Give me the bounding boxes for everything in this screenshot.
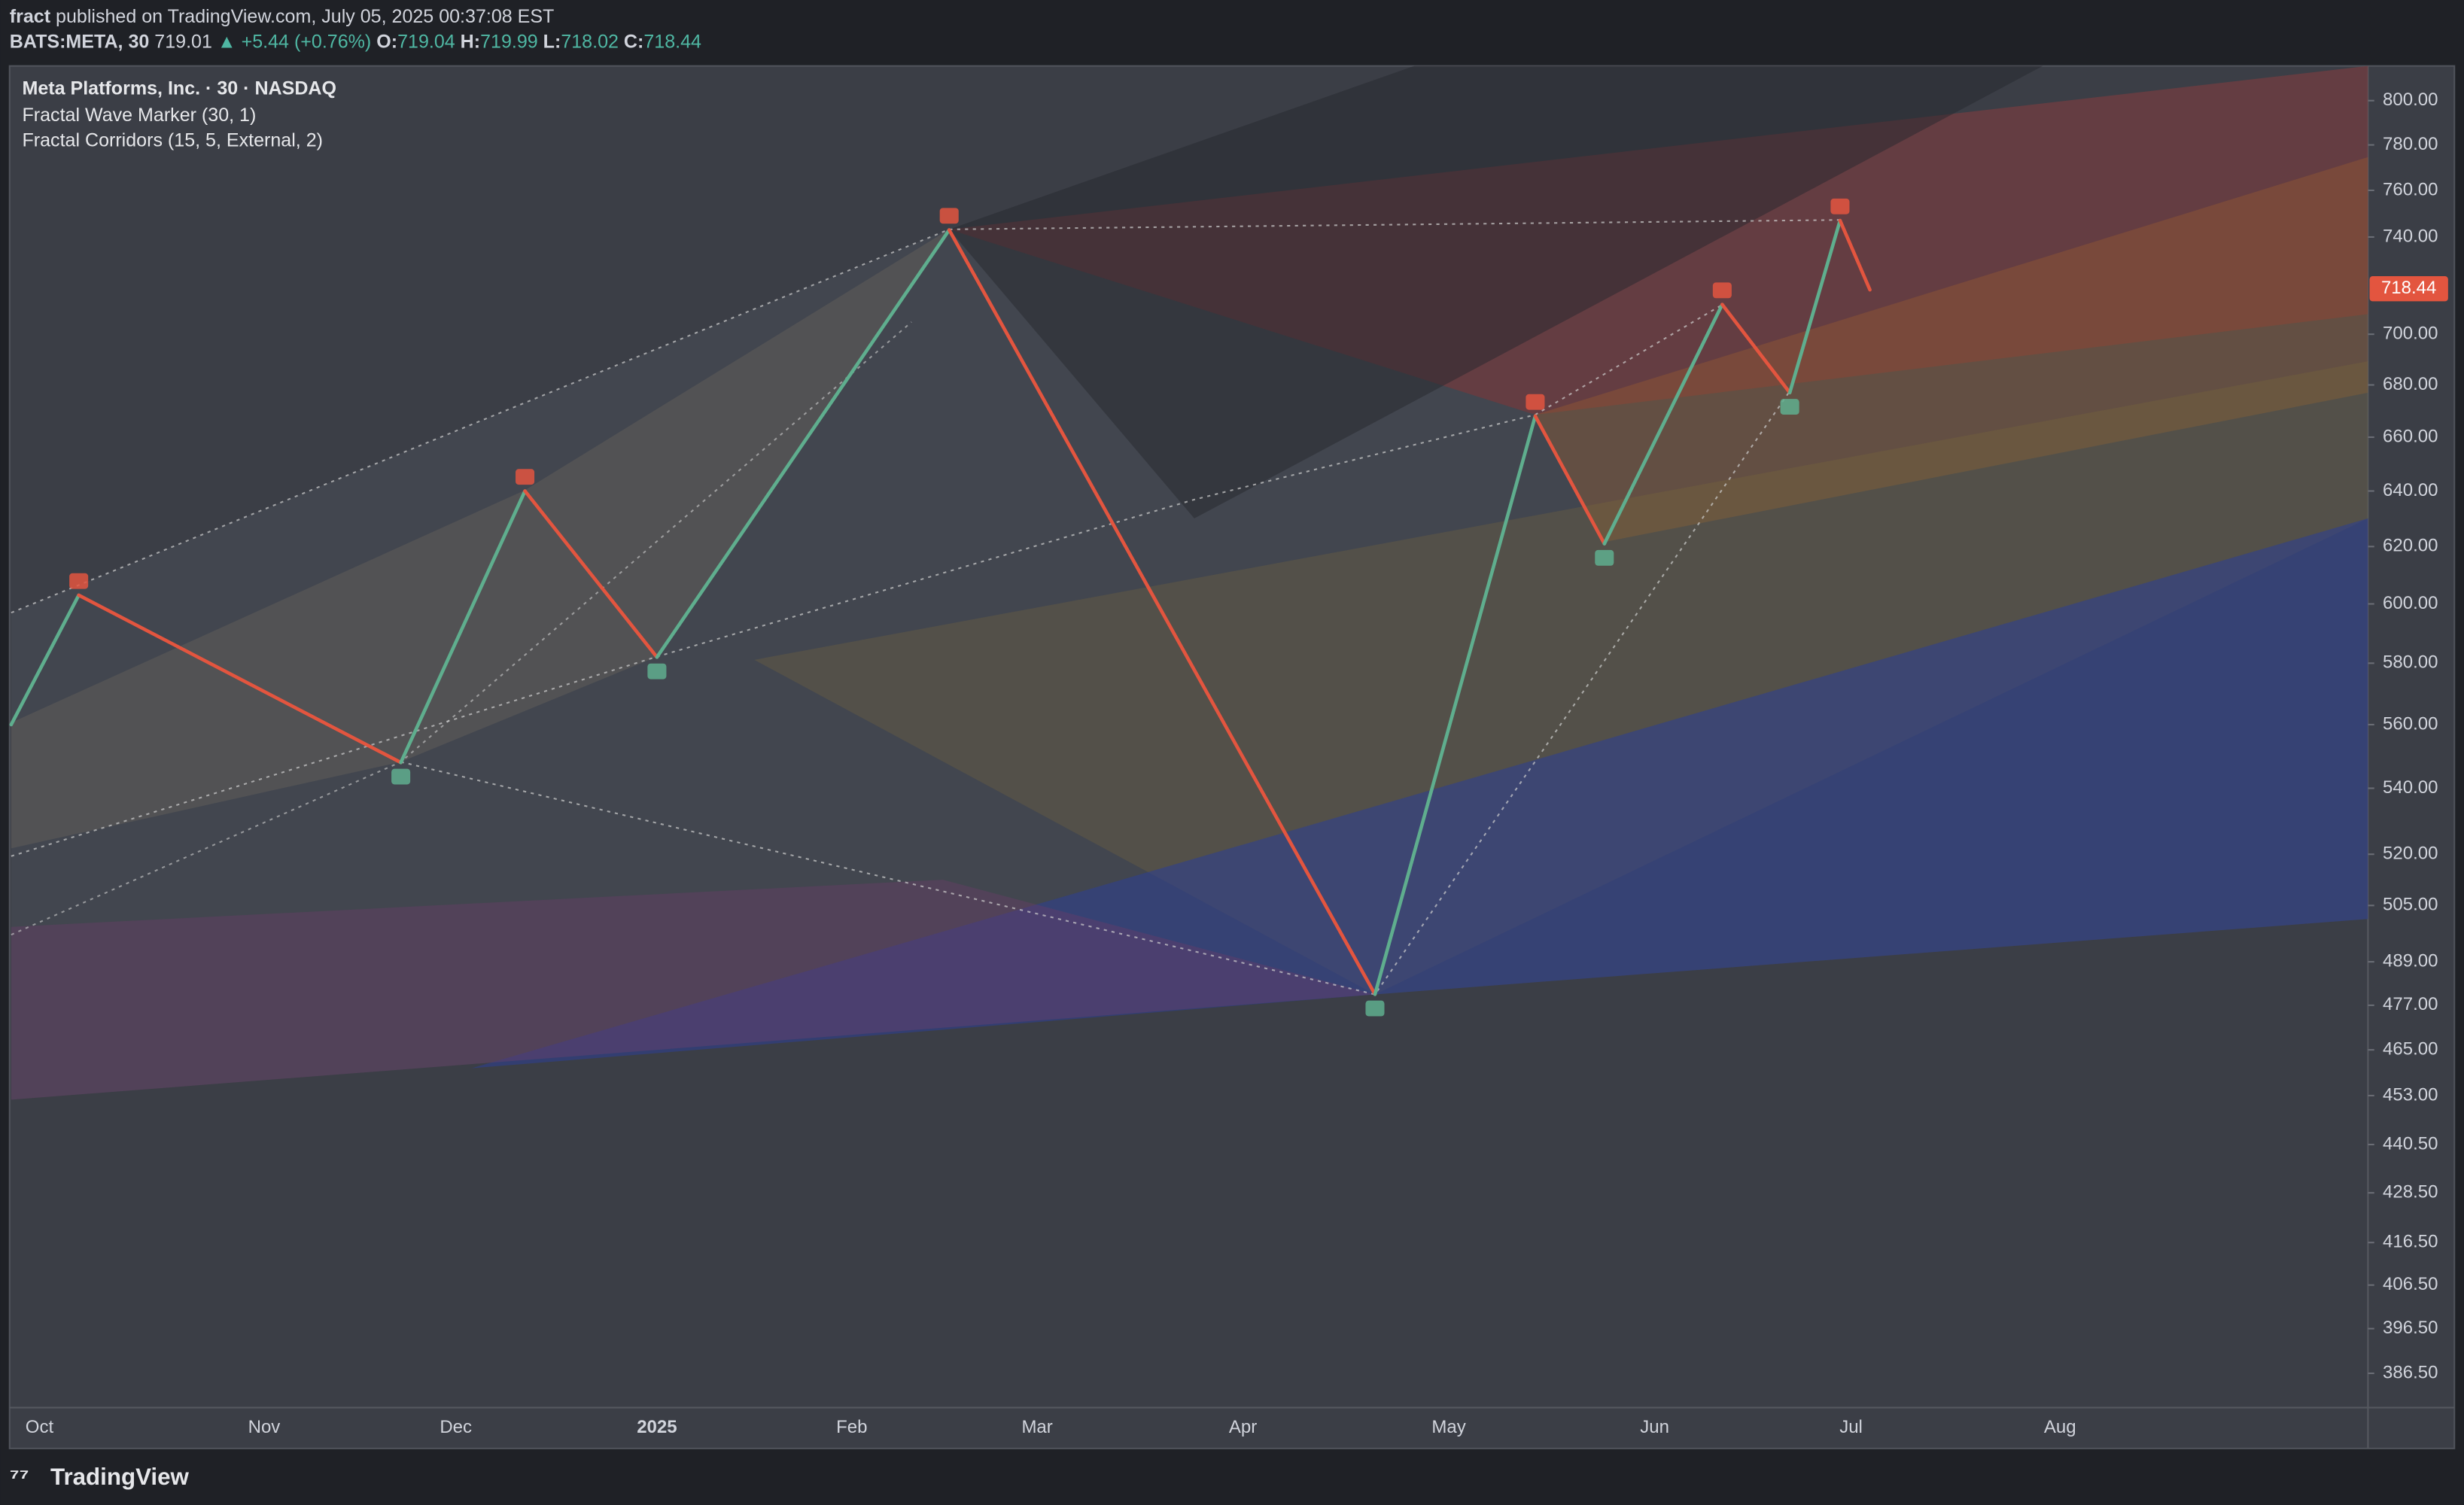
- open: 719.04: [397, 31, 455, 52]
- wave-segment: [947, 228, 1377, 996]
- y-tick-label: 428.50: [2383, 1182, 2438, 1202]
- x-tick-label: Dec: [440, 1417, 472, 1437]
- y-tick-label: 453.00: [2383, 1084, 2438, 1105]
- y-tick-label: 780.00: [2383, 134, 2438, 154]
- x-tick-label: Oct: [26, 1417, 54, 1437]
- last-price-label: 718.44: [2381, 278, 2436, 298]
- pivot-high-marker: [1830, 198, 1850, 214]
- logo[interactable]: ⁷⁷ TradingView: [10, 1464, 190, 1490]
- pivot-low-marker: [391, 768, 411, 785]
- y-tick-label: 640.00: [2383, 480, 2438, 500]
- close-label: C:: [624, 31, 643, 52]
- pivot-low-marker: [1780, 399, 1799, 415]
- wave-segment: [1373, 414, 1538, 996]
- header-line: fract published on TradingView.com, July…: [10, 6, 555, 27]
- wave-segment: [655, 228, 951, 659]
- corridor-band: [11, 229, 950, 849]
- y-tick-label: 800.00: [2383, 90, 2438, 110]
- y-tick-label: 660.00: [2383, 426, 2438, 446]
- pivot-low-marker: [1365, 1000, 1385, 1017]
- plot: [9, 198, 1872, 1017]
- wave-segment: [1787, 218, 1842, 395]
- pivot-high-marker: [1526, 394, 1545, 410]
- x-tick-label: 2025: [637, 1417, 677, 1437]
- corridor-band: [11, 880, 1375, 1100]
- low-label: L:: [543, 31, 561, 52]
- wave-segment: [1533, 414, 1607, 546]
- published: published on TradingView.com, July 05, 2…: [56, 6, 554, 27]
- x-tick-label: Jul: [1839, 1417, 1863, 1437]
- y-tick-label: 560.00: [2383, 713, 2438, 734]
- y-tick-label: 540.00: [2383, 777, 2438, 798]
- y-tick-label: 680.00: [2383, 374, 2438, 394]
- y-tick-label: 620.00: [2383, 536, 2438, 556]
- y-tick-label: 760.00: [2383, 179, 2438, 199]
- y-tick-label: 465.00: [2383, 1038, 2438, 1059]
- legend-title[interactable]: Meta Platforms, Inc. · 30 · NASDAQ: [22, 78, 336, 99]
- y-tick-label: 386.50: [2383, 1362, 2438, 1382]
- wave-segment: [9, 593, 81, 727]
- x-tick-label: Aug: [2044, 1417, 2076, 1437]
- logo-mark: ⁷⁷: [10, 1464, 29, 1490]
- wave-segment: [1602, 303, 1724, 546]
- pivot-low-marker: [1595, 549, 1614, 566]
- y-tick-label: 700.00: [2383, 324, 2438, 344]
- y-tick-label: 406.50: [2383, 1274, 2438, 1294]
- y-tick-label: 489.00: [2383, 950, 2438, 971]
- pivot-high-marker: [1712, 282, 1732, 299]
- y-tick-label: 477.00: [2383, 994, 2438, 1014]
- wave-segment: [399, 489, 527, 765]
- legend-indicator[interactable]: Fractal Corridors (15, 5, External, 2): [22, 130, 323, 151]
- wave-segment: [1838, 218, 1872, 292]
- pivot-low-marker: [647, 663, 667, 680]
- y-tick-label: 520.00: [2383, 844, 2438, 864]
- y-tick-label: 505.00: [2383, 895, 2438, 915]
- corridors: [11, 65, 2368, 1100]
- corridor-band: [471, 518, 2368, 1069]
- high-label: H:: [461, 31, 480, 52]
- open-label: O:: [376, 31, 397, 52]
- quote-line: BATS:META, 30 719.01 ▲ +5.44 (+0.76%) O:…: [10, 31, 701, 52]
- corridor-band: [949, 65, 2043, 518]
- y-tick-label: 440.50: [2383, 1133, 2438, 1154]
- low: 718.02: [561, 31, 619, 52]
- high: 719.99: [480, 31, 538, 52]
- corridor-band: [754, 361, 2368, 995]
- x-tick-label: Feb: [836, 1417, 867, 1437]
- author: fract: [10, 6, 51, 27]
- corridor-band: [1535, 157, 2368, 543]
- x-tick-label: Mar: [1021, 1417, 1052, 1437]
- x-tick-label: May: [1431, 1417, 1465, 1437]
- last-price-tag: [2369, 276, 2448, 302]
- symbol: BATS:META, 30: [10, 31, 150, 52]
- logo-text: TradingView: [50, 1464, 189, 1490]
- legend-indicator[interactable]: Fractal Wave Marker (30, 1): [22, 105, 256, 126]
- price: 719.01: [154, 31, 212, 52]
- y-tick-label: 580.00: [2383, 652, 2438, 673]
- y-tick-label: 740.00: [2383, 226, 2438, 246]
- close: 718.44: [643, 31, 701, 52]
- pivot-high-marker: [516, 469, 535, 485]
- x-tick-label: Jun: [1640, 1417, 1669, 1437]
- wave-segment: [1720, 303, 1792, 395]
- pivot-high-marker: [939, 208, 959, 224]
- x-tick-label: Nov: [248, 1417, 281, 1437]
- y-tick-label: 600.00: [2383, 593, 2438, 613]
- corridor-line: [11, 304, 1723, 857]
- x-tick-label: Apr: [1229, 1417, 1257, 1437]
- wave-segment: [523, 489, 659, 659]
- wave-segment: [77, 593, 403, 765]
- y-tick-label: 416.50: [2383, 1232, 2438, 1252]
- change: ▲ +5.44 (+0.76%): [218, 31, 371, 52]
- pivot-high-marker: [69, 573, 89, 589]
- y-tick-label: 396.50: [2383, 1318, 2438, 1338]
